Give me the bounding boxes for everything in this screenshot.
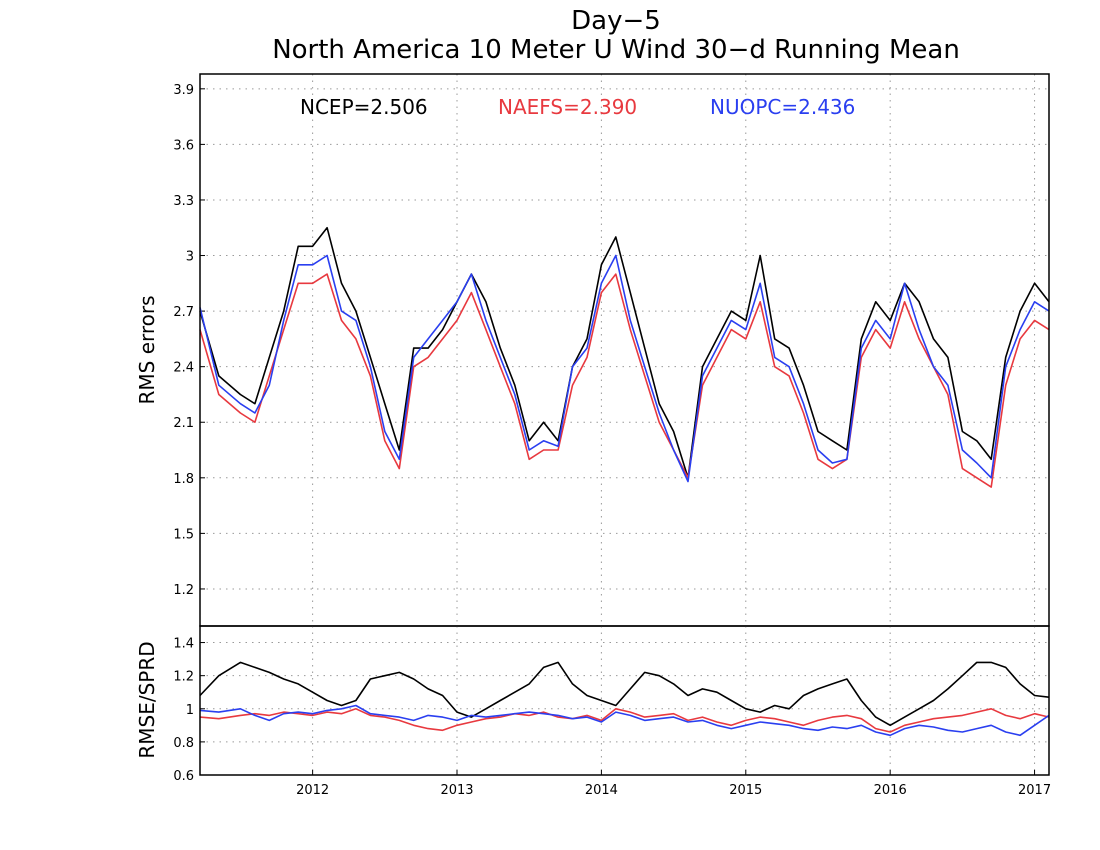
- legend-nuopc: NUOPC=2.436: [710, 95, 855, 119]
- rms-series-ncep: [199, 226, 1050, 479]
- x-tick-label: 2014: [585, 783, 618, 798]
- chart-title: Day−5: [571, 6, 661, 36]
- ratio-y-tick-label: 0.6: [173, 769, 194, 784]
- rms-y-tick-label: 2.1: [173, 416, 194, 431]
- rms-series-group: [199, 226, 1050, 488]
- ratio-plot-frame: [199, 625, 1050, 776]
- ratio-series-ncep: [199, 661, 1050, 727]
- x-tick-label: 2013: [440, 783, 473, 798]
- rms-y-axis-label: RMS errors: [135, 295, 159, 404]
- x-tick-label: 2012: [296, 783, 329, 798]
- ratio-y-axis: 0.6 0.8 1 1.2 1.4: [173, 637, 205, 784]
- rms-y-tick-label: 1.5: [173, 527, 194, 542]
- rms-y-tick-label: 1.2: [173, 583, 194, 598]
- ratio-series-naefs: [199, 707, 1050, 733]
- chart-subtitle: North America 10 Meter U Wind 30−d Runni…: [272, 35, 960, 65]
- legend-naefs: NAEFS=2.390: [498, 95, 637, 119]
- ratio-series-group: [199, 661, 1050, 737]
- x-tick-label: 2016: [874, 783, 907, 798]
- rms-series-nuopc: [199, 254, 1050, 483]
- ratio-y-tick-label: 1.4: [173, 637, 194, 652]
- ratio-y-axis-label: RMSE/SPRD: [135, 641, 159, 758]
- ratio-y-tick-label: 1.2: [173, 670, 194, 685]
- rms-grid: [200, 74, 1049, 626]
- rms-y-tick-label: 1.8: [173, 472, 194, 487]
- rms-y-tick-label: 3.3: [173, 194, 194, 209]
- ratio-y-tick-label: 1: [186, 703, 194, 718]
- ratio-y-tick-label: 0.8: [173, 736, 194, 751]
- ratio-grid: [200, 626, 1049, 775]
- x-tick-label: 2017: [1018, 783, 1051, 798]
- rms-y-tick-label: 2.7: [173, 305, 194, 320]
- rms-y-tick-label: 3.6: [173, 138, 194, 153]
- rms-y-tick-label: 3: [186, 250, 194, 265]
- legend-ncep: NCEP=2.506: [300, 95, 428, 119]
- rms-errors-panel: 1.21.51.82.12.42.733.33.63.9 RMS errors …: [135, 73, 1050, 627]
- rms-y-axis: 1.2 1.5 1.8 2.1 2.4 2.7 3 3.3 3.6 3.9: [173, 83, 205, 598]
- ratio-series-nuopc: [199, 704, 1050, 737]
- ratio-x-axis: 2012 2013 2014 2015 2016 2017: [296, 770, 1051, 798]
- rms-series-naefs: [199, 273, 1050, 488]
- rms-y-tick-label: 3.9: [173, 83, 194, 98]
- rms-y-tick-label: 2.4: [173, 361, 194, 376]
- rmse-sprd-panel: 0.6 0.8 1 1.2 1.4 2012 2013 2014 2015 2016 2017 R…: [135, 625, 1051, 798]
- x-tick-label: 2015: [729, 783, 762, 798]
